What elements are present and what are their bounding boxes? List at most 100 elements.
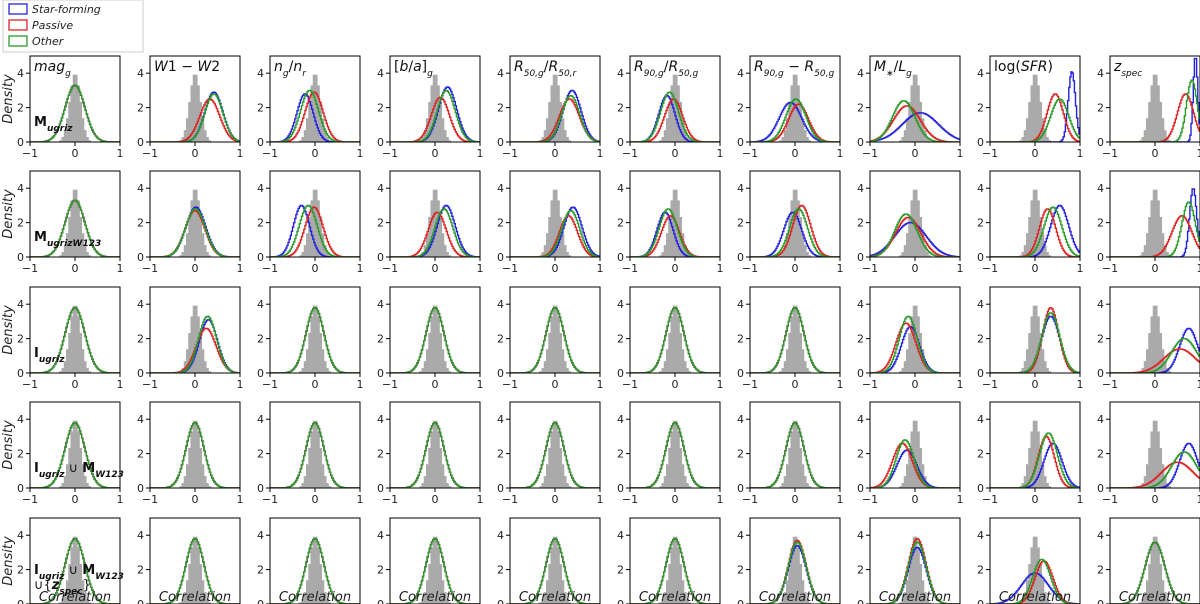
reference-bar	[557, 547, 560, 604]
reference-bar	[541, 599, 545, 604]
reference-bar	[63, 592, 67, 604]
panel-frame	[989, 517, 1081, 604]
x-tick-label: 1	[717, 378, 724, 391]
reference-bar	[675, 420, 678, 488]
y-tick-label: 0	[137, 251, 144, 264]
reference-bar	[88, 140, 92, 142]
series-star-forming-line	[510, 206, 600, 257]
series-other-line	[390, 307, 480, 373]
reference-bar	[806, 483, 809, 488]
reference-bar	[1028, 448, 1031, 488]
reference-bar	[561, 349, 565, 373]
reference-bar	[79, 217, 83, 257]
x-tick-label: 0	[792, 147, 799, 160]
reference-bar	[924, 592, 927, 604]
reference-bar	[557, 200, 560, 257]
reference-bar	[63, 476, 67, 488]
reference-bar	[435, 536, 438, 604]
reference-bar	[197, 200, 200, 257]
reference-bar	[552, 420, 556, 488]
x-tick-label: −1	[1102, 262, 1118, 275]
reference-bar	[192, 74, 196, 142]
reference-bar	[444, 130, 447, 142]
y-tick-label: 4	[257, 529, 264, 542]
x-tick-label: −1	[142, 262, 158, 275]
reference-bar	[199, 102, 203, 142]
reference-bar	[1019, 140, 1022, 142]
reference-bar	[564, 361, 567, 373]
y-axis-title: Density	[1, 189, 16, 239]
reference-bar	[437, 316, 440, 373]
x-tick-label: 0	[72, 147, 79, 160]
reference-bar	[786, 464, 789, 488]
reference-bar	[915, 305, 918, 373]
reference-bar	[546, 118, 549, 142]
y-tick-label: 2	[857, 333, 864, 346]
x-tick-label: 1	[117, 147, 124, 160]
panel-r4-c4: −101024Correlation	[497, 517, 601, 604]
reference-bar	[926, 368, 929, 373]
x-tick-label: 1	[237, 493, 244, 506]
reference-bar	[197, 547, 200, 604]
reference-bar	[539, 486, 542, 488]
reference-bar	[68, 564, 71, 604]
reference-bar	[672, 189, 676, 257]
reference-bar	[548, 217, 551, 257]
series-other-line	[1110, 541, 1200, 604]
row-label: Iugriz	[34, 346, 65, 365]
reference-bar	[444, 592, 447, 604]
reference-bar	[428, 217, 431, 257]
panel-frame	[629, 517, 721, 604]
reference-bar	[181, 252, 185, 257]
reference-bar	[310, 431, 314, 488]
reference-bar	[903, 476, 907, 488]
y-tick-label: 4	[977, 413, 984, 426]
reference-bar	[1041, 233, 1045, 257]
x-tick-label: 0	[552, 493, 559, 506]
reference-bar	[1157, 200, 1160, 257]
reference-bar	[908, 448, 911, 488]
reference-bar	[1026, 118, 1029, 142]
x-tick-label: −1	[982, 378, 998, 391]
reference-bar	[806, 252, 809, 257]
reference-bar	[301, 483, 305, 488]
x-tick-label: −1	[742, 493, 758, 506]
reference-bar	[541, 252, 545, 257]
series-other-line	[150, 208, 240, 257]
panel-frame	[29, 517, 121, 604]
reference-bar	[1141, 137, 1145, 142]
y-tick-label: 2	[17, 102, 24, 115]
reference-bar	[917, 547, 920, 604]
reference-bar	[208, 602, 212, 604]
reference-bar	[206, 599, 209, 604]
reference-bar	[921, 118, 925, 142]
row-label: Mugriz	[34, 115, 73, 134]
reference-bar	[546, 464, 549, 488]
reference-bar	[566, 483, 569, 488]
series-other-line	[150, 93, 240, 142]
y-tick-label: 2	[977, 333, 984, 346]
x-axis-title: Correlation	[39, 590, 111, 604]
reference-bar	[781, 599, 785, 604]
reference-bar	[1032, 74, 1036, 142]
reference-bar	[303, 245, 307, 257]
reference-bar	[928, 602, 932, 604]
reference-bar	[61, 252, 65, 257]
reference-bar	[326, 483, 329, 488]
column-label: zspec	[1113, 59, 1142, 79]
y-tick-label: 2	[257, 102, 264, 115]
reference-bar	[308, 102, 311, 142]
x-tick-label: 1	[1197, 493, 1200, 506]
reference-bar	[428, 333, 431, 373]
y-tick-label: 2	[737, 333, 744, 346]
x-tick-label: 0	[792, 493, 799, 506]
reference-bar	[792, 305, 796, 373]
x-tick-label: −1	[1102, 493, 1118, 506]
y-tick-label: 4	[1097, 298, 1104, 311]
x-tick-label: −1	[22, 147, 38, 160]
y-tick-label: 4	[737, 413, 744, 426]
